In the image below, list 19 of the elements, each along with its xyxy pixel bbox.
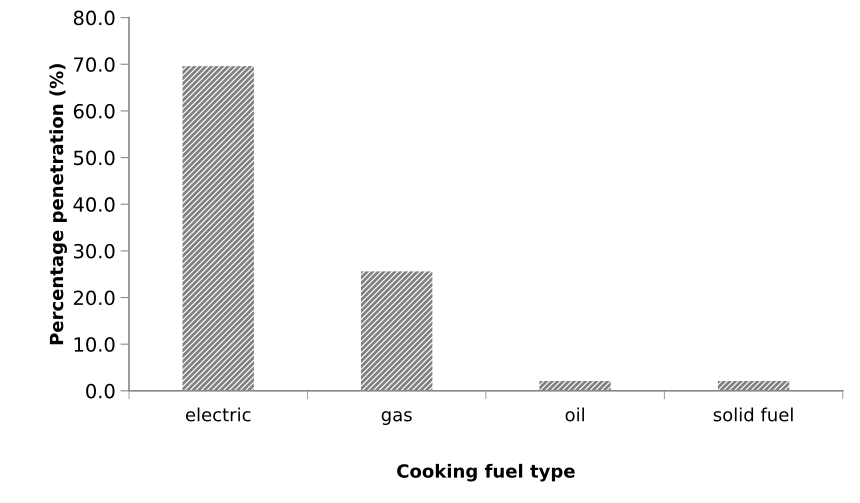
bar — [360, 271, 432, 391]
y-tick-label: 0.0 — [86, 384, 115, 398]
x-tick-label: electric — [186, 408, 250, 422]
y-tick-label: 30.0 — [74, 244, 115, 259]
y-tick-label: 10.0 — [74, 337, 115, 352]
y-tick-label: 60.0 — [74, 104, 115, 119]
bar — [718, 381, 790, 391]
y-tick-label: 20.0 — [74, 290, 115, 306]
x-tick-label: solid fuel — [714, 408, 793, 422]
bar — [539, 381, 611, 391]
x-tick-label: oil — [566, 408, 584, 422]
y-tick-label: 70.0 — [74, 57, 115, 72]
y-tick-label: 40.0 — [73, 197, 115, 212]
x-axis-title: Cooking fuel type — [397, 464, 575, 482]
y-tick-label: 80.0 — [74, 10, 115, 26]
y-tick-label: 50.0 — [74, 150, 115, 166]
bar — [182, 66, 254, 391]
y-axis-title: Percentage penetration (%) — [49, 64, 67, 344]
x-tick-label: gas — [382, 411, 412, 425]
